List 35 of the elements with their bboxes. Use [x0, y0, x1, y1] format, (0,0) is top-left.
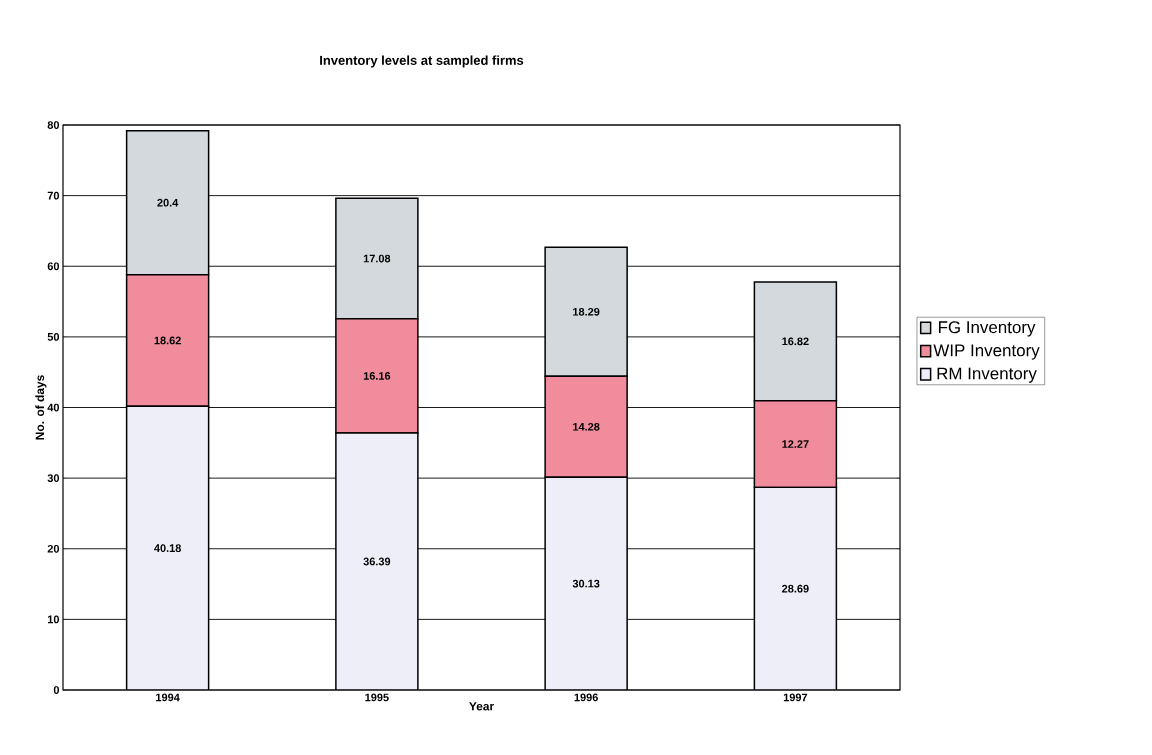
data-label: 30.13 [572, 579, 600, 588]
x-tick-label: 1996 [574, 693, 598, 702]
data-label: 18.62 [154, 336, 181, 345]
data-label: 40.18 [154, 544, 181, 552]
legend-label: RM Inventory [937, 367, 1037, 383]
data-label: 16.82 [782, 337, 809, 346]
x-axis-title: Year [469, 702, 494, 711]
data-label: 28.69 [782, 584, 809, 593]
bar [753, 486, 838, 690]
y-tick-label: 80 [47, 121, 60, 129]
x-tick-label: 1995 [365, 693, 389, 702]
bar [335, 432, 419, 690]
x-tick-label: 1994 [156, 693, 180, 702]
data-label: 14.28 [573, 422, 600, 431]
y-tick-label: 50 [47, 333, 60, 341]
y-tick-label: 60 [47, 262, 60, 271]
bar [125, 405, 210, 690]
data-label: 18.29 [573, 307, 600, 316]
data-label: 16.16 [363, 372, 391, 380]
x-tick-label: 1997 [783, 693, 808, 702]
y-tick-label: 20 [47, 544, 60, 553]
bar [544, 476, 628, 690]
y-tick-label: 40 [47, 403, 60, 412]
legend-label: FG Inventory [938, 321, 1036, 337]
data-label: 17.08 [363, 254, 391, 263]
chart-title: Inventory levels at sampled firms [320, 55, 524, 68]
y-tick-label: 70 [47, 191, 60, 200]
y-tick-label: 30 [47, 474, 60, 483]
data-label: 36.39 [363, 557, 391, 566]
data-label: 12.27 [782, 440, 809, 448]
y-tick-label: 10 [47, 615, 60, 624]
data-label: 20.4 [157, 198, 179, 207]
y-tick-label: 0 [53, 686, 60, 694]
legend-label: WIP Inventory [933, 344, 1040, 360]
y-axis-title: No. of days [35, 375, 47, 440]
